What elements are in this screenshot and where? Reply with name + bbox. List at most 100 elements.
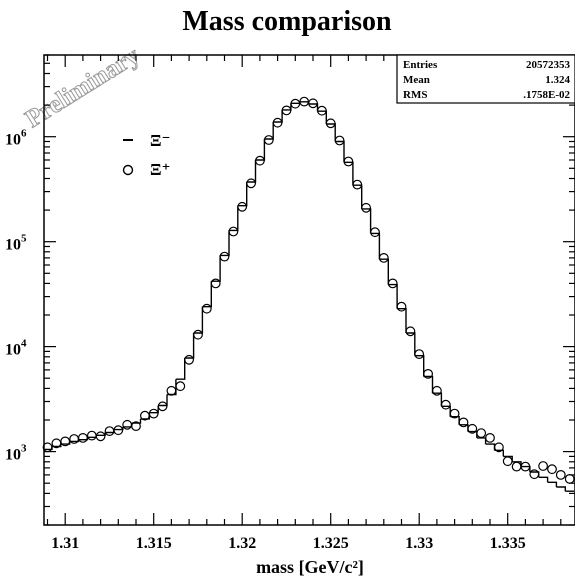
- xi-plus-point-6: [95, 431, 106, 442]
- x-tick-label-1: 1.315: [136, 535, 172, 552]
- y-tick-label-1: 104: [5, 338, 27, 359]
- legend: Ξ⁻ Ξ⁺: [122, 131, 171, 179]
- xi-minus-bin-57: [547, 481, 558, 487]
- legend-xi-minus-label: Ξ⁻: [150, 131, 171, 150]
- xi-plus-point-48: [467, 423, 478, 434]
- x-tick-label-3: 1.325: [313, 535, 349, 552]
- xi-plus-point-2: [60, 436, 71, 447]
- stats-entries-value: 20572353: [526, 59, 571, 71]
- xi-plus-point-40: [396, 301, 407, 312]
- xi-plus-point-53: [511, 461, 522, 472]
- xi-plus-point-50: [485, 433, 495, 443]
- xi-plus-point-14: [166, 385, 177, 396]
- xi-minus-bin-50: [485, 443, 496, 451]
- xi-plus-point-35: [352, 179, 363, 190]
- x-tick-label-5: 1.335: [490, 535, 526, 552]
- xi-minus-bin-43: [423, 375, 434, 394]
- xi-plus-point-18: [201, 303, 212, 314]
- xi-minus-bin-10: [131, 418, 142, 424]
- xi-minus-bin-38: [379, 258, 389, 285]
- x-axis-ticks: 1.31 1.315 1.32 1.325 1.33 1.335: [46, 55, 562, 552]
- xi-minus-bin-4: [78, 437, 89, 441]
- xi-plus-point-46: [449, 408, 460, 419]
- plot-frame: [43, 54, 575, 526]
- xi-plus-point-31: [317, 105, 327, 116]
- x-tick-label-0: 1.31: [51, 535, 79, 552]
- xi-plus-point-8: [113, 425, 124, 436]
- legend-xi-plus-marker-icon: [122, 164, 134, 176]
- xi-plus-point-45: [440, 399, 451, 410]
- xi-plus-point-25: [263, 135, 274, 145]
- xi-plus-point-19: [210, 278, 221, 289]
- xi-plus-point-39: [387, 278, 398, 289]
- xi-plus-point-9: [122, 419, 133, 430]
- xi-minus-bin-17: [193, 306, 204, 334]
- xi-minus-histogram: [44, 101, 575, 492]
- xi-plus-point-55: [529, 469, 540, 480]
- stats-mean-value: 1.324: [545, 74, 570, 86]
- xi-plus-point-28: [290, 98, 301, 109]
- xi-plus-point-59: [564, 474, 575, 484]
- y-axis-ticks: 103 104 105 106: [5, 54, 575, 526]
- y-tick-label-3: 106: [5, 128, 27, 149]
- y-tick-label-0: 103: [5, 443, 27, 464]
- xi-plus-point-21: [228, 226, 239, 237]
- xi-plus-point-7: [104, 426, 115, 437]
- xi-plus-point-16: [184, 354, 195, 365]
- xi-minus-bin-9: [122, 423, 133, 428]
- xi-plus-point-56: [538, 461, 548, 471]
- xi-plus-point-49: [476, 428, 487, 439]
- stats-box: Entries 20572353 Mean 1.324 RMS .1758E-0…: [396, 54, 575, 104]
- xi-plus-point-33: [334, 135, 345, 146]
- xi-plus-point-42: [414, 349, 425, 360]
- xi-plus-point-10: [131, 421, 141, 432]
- xi-minus-bin-37: [370, 232, 381, 260]
- stats-rms-value: .1758E-02: [523, 89, 570, 101]
- xi-plus-point-30: [308, 98, 318, 109]
- x-tick-label-4: 1.33: [405, 535, 433, 552]
- xi-minus-bin-0: [44, 446, 53, 451]
- xi-plus-point-58: [555, 470, 566, 480]
- xi-minus-bin-19: [211, 255, 221, 282]
- xi-plus-markers: [42, 96, 575, 484]
- xi-plus-point-27: [281, 105, 292, 116]
- xi-minus-bin-41: [406, 332, 416, 356]
- legend-xi-plus-label: Ξ⁺: [150, 160, 171, 179]
- xi-plus-point-22: [237, 201, 248, 212]
- xi-minus-bin-18: [202, 281, 212, 308]
- xi-plus-point-17: [193, 329, 203, 340]
- xi-minus-bin-28: [290, 101, 301, 104]
- y-tick-label-2: 105: [5, 233, 27, 254]
- xi-minus-bin-15: [175, 358, 186, 380]
- xi-plus-point-23: [246, 178, 257, 189]
- xi-plus-point-37: [370, 227, 380, 238]
- xi-plus-point-43: [423, 369, 434, 379]
- stats-rms-label: RMS: [403, 89, 427, 101]
- xi-plus-point-44: [432, 385, 442, 396]
- xi-minus-bin-16: [184, 333, 195, 359]
- xi-plus-point-52: [502, 456, 513, 467]
- x-tick-label-2: 1.32: [228, 535, 256, 552]
- stats-mean-label: Mean: [403, 74, 430, 86]
- x-axis-label: mass [GeV/c²]: [256, 557, 364, 577]
- xi-plus-point-47: [458, 417, 469, 428]
- xi-plus-point-12: [148, 408, 159, 419]
- xi-plus-point-24: [254, 155, 265, 166]
- xi-minus-bin-56: [538, 476, 549, 483]
- xi-plus-point-36: [361, 202, 372, 213]
- xi-plus-point-5: [86, 430, 97, 441]
- xi-minus-bin-40: [397, 308, 407, 333]
- xi-minus-bin-44: [432, 392, 443, 407]
- xi-plus-point-38: [378, 252, 389, 263]
- xi-minus-bin-58: [556, 486, 566, 492]
- xi-minus-bin-7: [105, 429, 115, 434]
- xi-plus-point-26: [272, 117, 283, 128]
- xi-plus-point-51: [494, 442, 504, 453]
- xi-minus-bin-51: [494, 449, 504, 457]
- xi-plus-point-20: [219, 251, 230, 262]
- xi-minus-bin-5: [87, 435, 97, 438]
- xi-plus-point-4: [77, 433, 88, 443]
- xi-plus-point-34: [343, 156, 354, 167]
- xi-plus-point-32: [325, 118, 336, 129]
